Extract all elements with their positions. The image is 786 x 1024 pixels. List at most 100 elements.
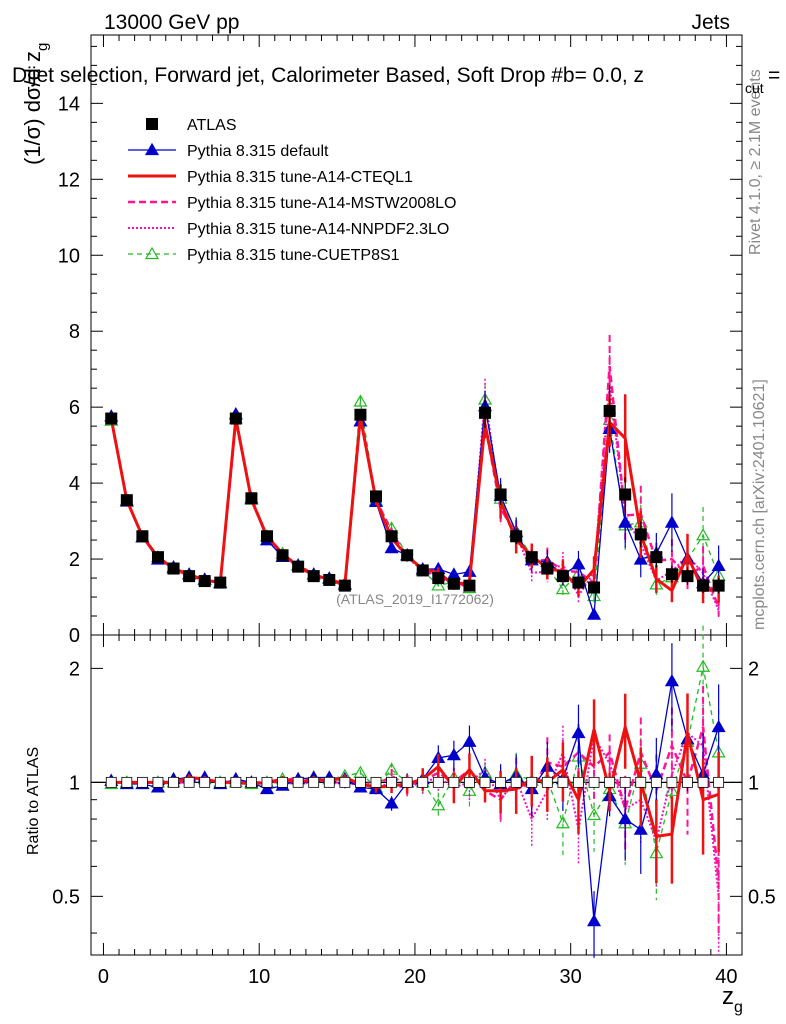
atlas-ratio-point [697, 776, 709, 788]
analysis-watermark: (ATLAS_2019_I1772062) [336, 591, 494, 607]
atlas-point [120, 494, 133, 507]
x-tick-label: 30 [560, 966, 582, 988]
y-tick-label: 4 [69, 473, 80, 495]
atlas-point [665, 568, 678, 581]
atlas-ratio-point [277, 776, 288, 788]
series-line-cteql1 [111, 721, 720, 839]
atlas-ratio-point [682, 776, 693, 788]
y-tick-label: 8 [69, 321, 80, 343]
point-cuetp [664, 783, 679, 796]
point-cuetp [696, 659, 711, 672]
point-default [259, 781, 275, 795]
atlas-ratio-point [339, 776, 351, 788]
atlas-point [136, 530, 149, 543]
x-tick-label: 10 [248, 966, 270, 988]
atlas-point [307, 570, 320, 583]
legend-label-cteql1: Pythia 8.315 tune-A14-CTEQL1 [187, 169, 413, 186]
point-cuetp [587, 807, 602, 821]
series-line-mstw [109, 365, 720, 609]
point-default [587, 913, 602, 927]
atlas-point [650, 551, 663, 564]
point-cuetp [431, 798, 446, 811]
rivet-label: Rivet 4.1.0, ≥ 2.1M events [747, 69, 764, 255]
atlas-point [447, 577, 460, 590]
atlas-point [681, 570, 694, 583]
point-default [664, 515, 679, 528]
atlas-ratio-point [370, 776, 382, 788]
atlas-point [463, 579, 476, 592]
atlas-point [510, 530, 523, 543]
atlas-ratio-point [355, 776, 366, 788]
atlas-ratio-point [105, 776, 117, 788]
atlas-ratio-point [619, 776, 631, 788]
series-line-nnpdf [111, 731, 720, 897]
y-tick-label: 0 [69, 625, 80, 647]
point-default [571, 557, 586, 570]
legend-label-mstw: Pythia 8.315 tune-A14-MSTW2008LO [187, 195, 456, 212]
point-default [711, 558, 726, 571]
atlas-ratio-point [713, 776, 725, 788]
atlas-ratio-point [121, 776, 133, 788]
point-default [618, 811, 633, 825]
x-tick-label: 0 [98, 966, 109, 988]
point-cuetp [555, 581, 570, 595]
legend-marker-default [144, 142, 160, 156]
atlas-point [401, 549, 414, 562]
atlas-point [416, 564, 429, 577]
legend-label-default: Pythia 8.315 default [187, 143, 329, 160]
atlas-ratio-point [230, 776, 242, 788]
point-default [384, 540, 399, 554]
atlas-ratio-point [464, 776, 475, 788]
legend-label-nnpdf: Pythia 8.315 tune-A14-NNPDF2.3LO [187, 221, 449, 238]
atlas-point [385, 530, 398, 543]
atlas-point [292, 560, 305, 573]
atlas-point [323, 573, 336, 586]
point-cuetp [555, 816, 570, 829]
ratio-tick-label: 0.5 [52, 886, 80, 908]
atlas-point [105, 412, 118, 425]
x-axis-label: zg [722, 983, 743, 1016]
atlas-ratio-point [183, 776, 195, 788]
atlas-ratio-point [417, 776, 429, 788]
atlas-ratio-point [495, 776, 507, 788]
atlas-point [525, 551, 538, 564]
plot-title: Dijet selection, Forward jet, Calorimete… [12, 64, 644, 87]
mcplots-label: mcplots.cern.ch [arXiv:2401.10621] [751, 379, 768, 630]
point-default [384, 796, 399, 809]
point-default [446, 747, 461, 761]
atlas-ratio-point [541, 776, 553, 788]
atlas-ratio-point [199, 776, 211, 788]
ratio-tick-label: 2 [69, 658, 80, 680]
x-tick-label: 20 [404, 966, 426, 988]
ratio-tick-label-right: 2 [748, 658, 759, 680]
atlas-ratio-point [557, 776, 569, 788]
atlas-point [167, 562, 180, 575]
atlas-ratio-point [261, 776, 273, 788]
atlas-point [198, 575, 211, 588]
y-tick-label: 6 [69, 397, 80, 419]
atlas-point [494, 488, 507, 501]
atlas-ratio-point [308, 776, 320, 788]
atlas-ratio-point [635, 776, 647, 788]
series-line-cteql1 [109, 416, 719, 593]
legend-marker-atlas [146, 118, 158, 130]
atlas-point [572, 576, 585, 589]
point-cuetp [696, 528, 711, 541]
y-tick-label: 2 [69, 549, 80, 571]
ratio-series-group [104, 625, 726, 958]
atlas-ratio-point [292, 776, 304, 788]
atlas-point [588, 581, 601, 594]
atlas-ratio-point [479, 776, 491, 788]
point-cuetp [353, 394, 368, 407]
atlas-point [260, 530, 273, 543]
atlas-ratio-point [152, 776, 164, 788]
series-line-mstw [111, 726, 720, 881]
point-default [633, 822, 648, 835]
atlas-ratio-point [650, 776, 662, 788]
atlas-ratio-point [526, 776, 538, 788]
atlas-point [712, 579, 725, 592]
atlas-point [541, 562, 554, 575]
main-axes: 0 2 4 6 8 10 12 14 [58, 35, 742, 647]
atlas-point [697, 579, 710, 592]
